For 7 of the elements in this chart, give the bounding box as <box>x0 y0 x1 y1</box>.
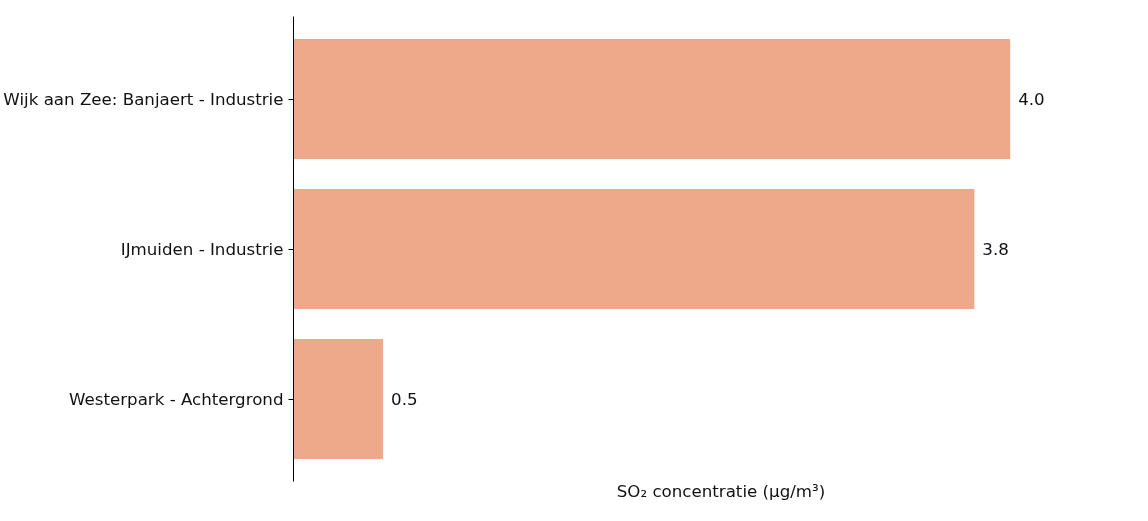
y-tick-label: Wijk aan Zee: Banjaert - Industrie <box>3 89 284 109</box>
y-tick-label: IJmuiden - Industrie <box>120 239 284 259</box>
data-label: 0.5 <box>391 390 418 409</box>
x-axis-title: SO₂ concentratie (µg/m³) <box>616 481 826 501</box>
y-tick-label: Westerpark - Achtergrond <box>69 389 284 409</box>
data-label: 3.8 <box>982 240 1009 259</box>
data-label: 4.0 <box>1018 90 1045 109</box>
